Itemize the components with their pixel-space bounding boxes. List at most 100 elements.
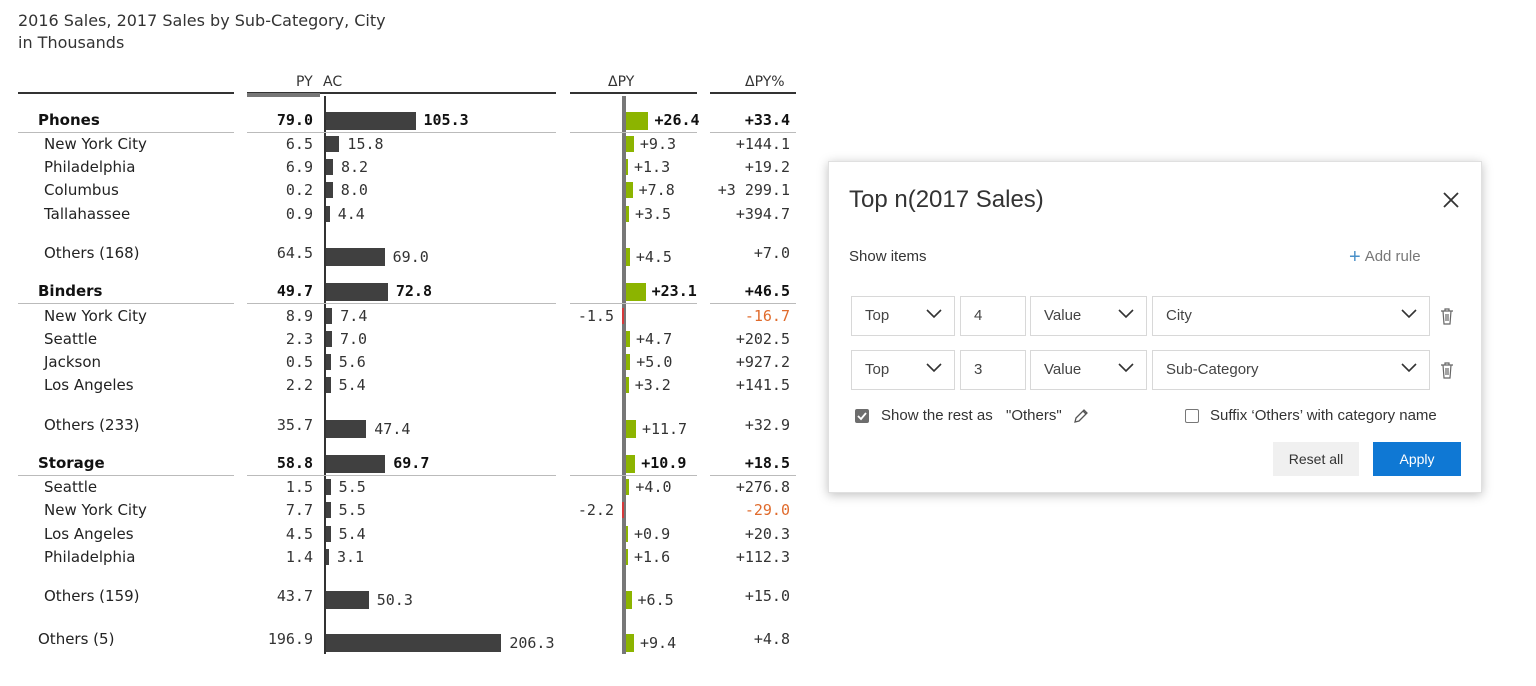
suffix-others-checkbox[interactable] bbox=[1185, 409, 1199, 423]
delta-py-value: +9.3 bbox=[639, 135, 677, 153]
py-header-marker bbox=[247, 93, 320, 97]
trash-icon[interactable] bbox=[1440, 361, 1454, 379]
check-icon bbox=[857, 412, 867, 421]
delta-py-value: +1.6 bbox=[634, 548, 671, 566]
py-value: 49.7 bbox=[276, 282, 313, 300]
py-value: 4.5 bbox=[285, 525, 313, 543]
add-rule-label: Add rule bbox=[1364, 248, 1421, 265]
row-label: Philadelphia bbox=[44, 158, 136, 176]
pencil-icon[interactable] bbox=[1073, 408, 1089, 424]
delta-positive-bar bbox=[626, 354, 631, 370]
ac-value: 47.4 bbox=[374, 420, 411, 438]
ac-value: 69.0 bbox=[392, 248, 429, 266]
ac-bar bbox=[326, 112, 416, 130]
rule-1-count-input[interactable]: 4 bbox=[960, 296, 1026, 336]
row-label: Seattle bbox=[44, 478, 98, 496]
delta-positive-bar bbox=[626, 377, 629, 393]
rule-1-measure-select[interactable]: Value bbox=[1030, 296, 1147, 336]
others-text[interactable]: "Others" bbox=[1006, 407, 1062, 424]
py-value: 8.9 bbox=[285, 307, 313, 325]
group-divider bbox=[18, 132, 234, 133]
row-label: New York City bbox=[44, 135, 147, 153]
delta-positive-bar bbox=[626, 331, 630, 347]
rule-2-measure-select[interactable]: Value bbox=[1030, 350, 1147, 390]
delta-py-pct-value: +15.0 bbox=[744, 587, 790, 605]
rule-1-dimension-select[interactable]: City bbox=[1152, 296, 1430, 336]
group-divider bbox=[570, 303, 697, 304]
py-value: 1.4 bbox=[285, 548, 313, 566]
chevron-down-icon bbox=[1401, 309, 1417, 319]
delta-positive-bar bbox=[626, 591, 632, 609]
chevron-down-icon bbox=[1401, 363, 1417, 373]
row-label: Los Angeles bbox=[44, 525, 134, 543]
reset-all-button[interactable]: Reset all bbox=[1273, 442, 1359, 476]
row-label: Others (159) bbox=[44, 587, 140, 605]
close-icon[interactable] bbox=[1441, 190, 1461, 210]
ac-bar bbox=[326, 634, 502, 652]
py-value: 58.8 bbox=[276, 454, 313, 472]
group-divider bbox=[570, 475, 697, 476]
show-items-label: Show items bbox=[849, 248, 927, 265]
ac-bar bbox=[326, 549, 329, 565]
delta-negative-bar bbox=[622, 502, 624, 518]
ac-bar bbox=[326, 248, 385, 266]
group-divider bbox=[710, 303, 796, 304]
ac-bar bbox=[326, 502, 331, 518]
delta-positive-bar bbox=[626, 283, 646, 301]
rule-1-count-value: 4 bbox=[974, 307, 983, 324]
delta-py-pct-value: +20.3 bbox=[744, 525, 790, 543]
ac-bar bbox=[326, 420, 367, 438]
py-value: 35.7 bbox=[276, 416, 313, 434]
chevron-down-icon bbox=[1118, 309, 1134, 319]
ac-bar bbox=[326, 308, 333, 324]
rule-2-count-input[interactable]: 3 bbox=[960, 350, 1026, 390]
rule-2-mode-select[interactable]: Top bbox=[851, 350, 955, 390]
delta-positive-bar bbox=[626, 455, 636, 473]
delta-py-pct-value: +33.4 bbox=[744, 111, 790, 129]
group-divider bbox=[247, 303, 556, 304]
ac-axis bbox=[324, 96, 326, 654]
row-label: Columbus bbox=[44, 181, 119, 199]
delta-py-value: +23.1 bbox=[651, 282, 697, 300]
delta-py-pct-value: +141.5 bbox=[735, 376, 790, 394]
delta-positive-bar bbox=[626, 420, 636, 438]
rule-1-measure-value: Value bbox=[1044, 307, 1082, 324]
ac-value: 72.8 bbox=[395, 282, 432, 300]
ac-value: 3.1 bbox=[337, 548, 365, 566]
py-value: 2.3 bbox=[285, 330, 313, 348]
delta-positive-bar bbox=[626, 526, 628, 542]
trash-icon[interactable] bbox=[1440, 307, 1454, 325]
py-value: 6.9 bbox=[285, 158, 313, 176]
delta-py-pct-value: +144.1 bbox=[735, 135, 790, 153]
show-rest-checkbox[interactable] bbox=[855, 409, 869, 423]
chevron-down-icon bbox=[926, 309, 942, 319]
delta-py-pct-value: +927.2 bbox=[735, 353, 790, 371]
ac-value: 4.4 bbox=[337, 205, 365, 223]
py-value: 79.0 bbox=[276, 111, 313, 129]
group-divider bbox=[570, 132, 697, 133]
py-value: 0.9 bbox=[285, 205, 313, 223]
delta-py-value: +26.4 bbox=[654, 111, 700, 129]
row-label: Binders bbox=[38, 282, 103, 300]
ac-bar bbox=[326, 136, 340, 152]
ac-bar bbox=[326, 283, 388, 301]
rule-1-mode-value: Top bbox=[865, 307, 890, 324]
py-value: 7.7 bbox=[285, 501, 313, 519]
delta-py-pct-value: +394.7 bbox=[735, 205, 790, 223]
delta-py-pct-value: +202.5 bbox=[735, 330, 790, 348]
ac-value: 69.7 bbox=[393, 454, 430, 472]
delta-positive-bar bbox=[626, 549, 628, 565]
ac-bar bbox=[326, 526, 331, 542]
ac-bar bbox=[326, 354, 331, 370]
group-divider bbox=[710, 475, 796, 476]
group-divider bbox=[18, 475, 234, 476]
delta-py-pct-value: +46.5 bbox=[744, 282, 790, 300]
apply-button[interactable]: Apply bbox=[1373, 442, 1461, 476]
delta-py-pct-value: +19.2 bbox=[744, 158, 790, 176]
rule-1-mode-select[interactable]: Top bbox=[851, 296, 955, 336]
delta-py-pct-value: -29.0 bbox=[744, 501, 790, 519]
ac-bar bbox=[326, 591, 369, 609]
add-rule-button[interactable]: + Add rule bbox=[1349, 246, 1421, 269]
rule-2-dimension-select[interactable]: Sub-Category bbox=[1152, 350, 1430, 390]
delta-py-value: +3.5 bbox=[634, 205, 672, 223]
